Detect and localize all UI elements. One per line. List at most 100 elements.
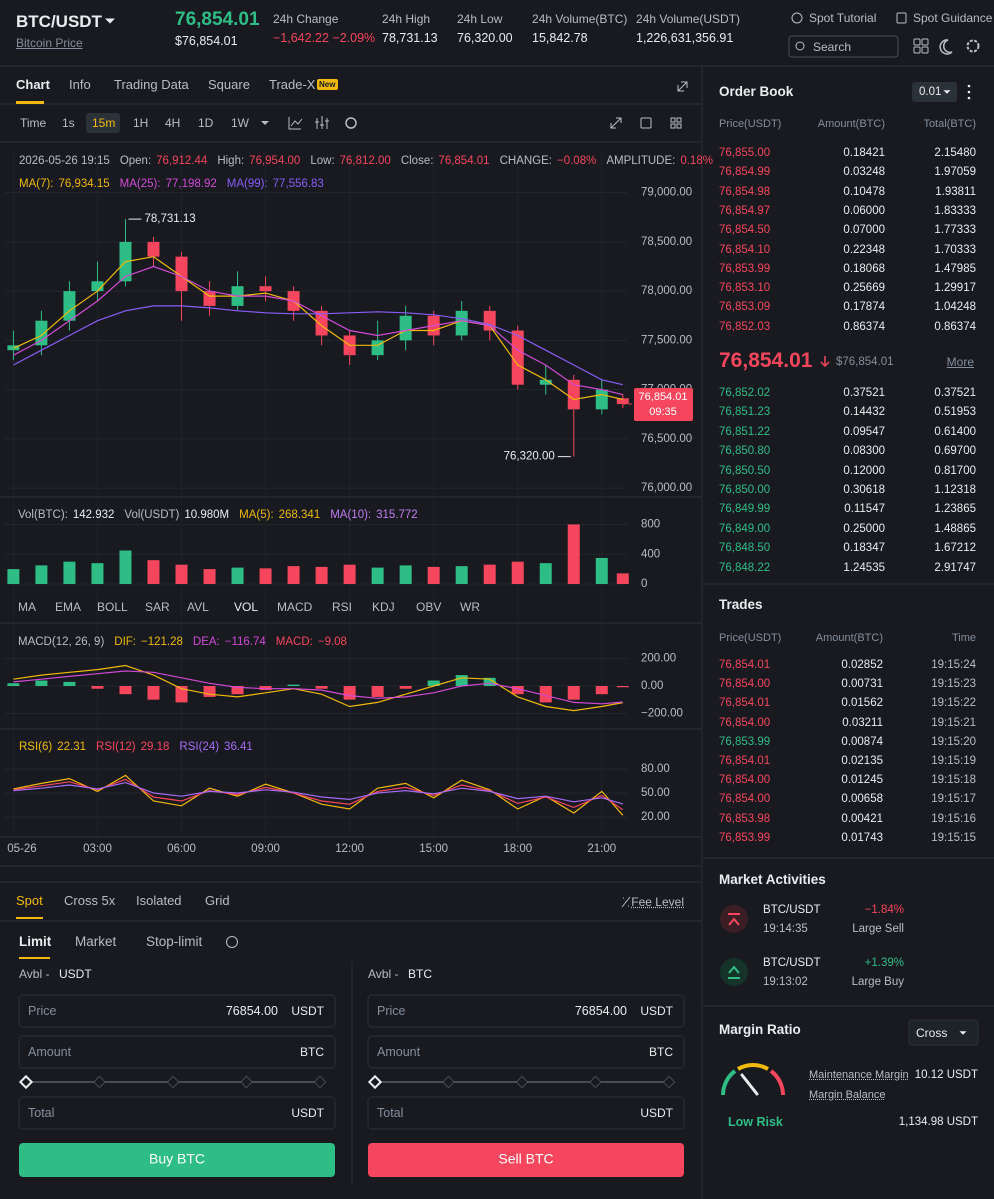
book-price[interactable]: 76,853.10 — [719, 282, 771, 295]
book-price[interactable]: 76,851.23 — [719, 406, 771, 419]
book-price[interactable]: 76,850.50 — [719, 464, 771, 477]
order-type[interactable]: Market — [75, 934, 117, 949]
indicator-tab[interactable]: RSI — [332, 600, 353, 614]
book-price[interactable]: 76,854.99 — [719, 166, 771, 179]
avbl-label: Avbl - — [368, 967, 399, 981]
chart-tab[interactable]: Trading Data — [114, 77, 189, 92]
form-tab[interactable]: Spot — [16, 893, 43, 908]
book-price[interactable]: 76,854.97 — [719, 204, 771, 217]
book-price[interactable]: 76,853.99 — [719, 262, 771, 275]
indicator-tab[interactable]: EMA — [55, 600, 82, 614]
chart-tab[interactable]: Chart — [16, 77, 50, 92]
interval[interactable]: 1s — [62, 116, 75, 130]
chart-tab[interactable]: Trade-X — [269, 77, 316, 92]
book-price[interactable]: 76,852.03 — [719, 320, 771, 333]
form-tab[interactable]: Cross 5x — [64, 893, 116, 908]
indicator-tab[interactable]: WR — [460, 600, 480, 614]
slider-step[interactable] — [166, 1075, 180, 1089]
slider-step[interactable] — [93, 1075, 106, 1089]
volume-bar — [203, 569, 216, 584]
annotation: 78,731.13 — [144, 213, 195, 225]
slider-step[interactable] — [662, 1075, 676, 1089]
mode-select[interactable] — [908, 1019, 979, 1046]
book-amount: 0.18347 — [843, 542, 885, 555]
input-field[interactable] — [367, 1096, 685, 1130]
slider-step[interactable] — [367, 1074, 383, 1090]
book-price[interactable]: 76,851.22 — [719, 425, 771, 438]
candle-body — [35, 320, 48, 346]
input-field[interactable] — [18, 1096, 336, 1130]
layout-icon[interactable] — [921, 38, 929, 46]
indicator-tab[interactable]: BOLL — [97, 600, 128, 614]
volume-bar — [231, 567, 244, 584]
order-type[interactable]: Limit — [19, 934, 52, 949]
input-field[interactable] — [18, 994, 336, 1028]
indicator-tab[interactable]: SAR — [145, 600, 170, 614]
indicator-tab[interactable]: KDJ — [372, 600, 395, 614]
chart-tab[interactable]: Square — [208, 77, 250, 92]
input-field[interactable] — [18, 1035, 336, 1069]
step-select[interactable] — [912, 82, 957, 102]
input-field[interactable] — [367, 1035, 685, 1069]
input-field[interactable] — [367, 994, 685, 1028]
indicator-tab[interactable]: AVL — [187, 600, 209, 614]
balance-label: Margin Balance — [809, 1089, 886, 1101]
indicator-tab[interactable]: MACD — [277, 600, 313, 614]
order-button[interactable] — [19, 1143, 335, 1177]
interval[interactable]: 15m — [92, 116, 116, 130]
book-price[interactable]: 76,848.22 — [719, 561, 771, 574]
indicator-value: −9.08 — [317, 636, 347, 648]
slider-step[interactable] — [240, 1075, 253, 1089]
book-price[interactable]: 76,854.98 — [719, 185, 771, 198]
form-tab[interactable]: Isolated — [136, 893, 182, 908]
book-price[interactable]: 76,854.10 — [719, 243, 771, 256]
macd-bar — [511, 686, 524, 695]
indicator-tab[interactable]: VOL — [234, 600, 259, 614]
book-price[interactable]: 76,849.99 — [719, 503, 771, 516]
order-button[interactable] — [368, 1143, 684, 1177]
book-price[interactable]: 76,853.09 — [719, 301, 771, 314]
more-link[interactable]: More — [946, 355, 974, 369]
indicator-tab[interactable]: OBV — [416, 600, 442, 614]
layout-icon[interactable] — [921, 46, 929, 54]
layout-icon[interactable] — [913, 46, 921, 54]
interval[interactable]: 1D — [198, 116, 214, 130]
book-price[interactable]: 76,850.00 — [719, 484, 771, 496]
slider-step[interactable] — [515, 1075, 529, 1089]
slider-step[interactable] — [18, 1074, 34, 1090]
pair-link[interactable]: Bitcoin Price — [16, 36, 83, 50]
interval[interactable]: Time — [20, 116, 47, 130]
interval[interactable]: 1W — [231, 116, 249, 130]
book-price[interactable]: 76,849.00 — [719, 522, 771, 535]
header-link[interactable]: Spot Tutorial — [809, 11, 877, 25]
interval[interactable]: 1H — [133, 116, 149, 130]
fee-level[interactable]: Fee Level — [631, 895, 684, 909]
y-tick-label: 77,500.00 — [641, 334, 692, 346]
book-price[interactable]: 76,848.50 — [719, 542, 771, 555]
candle-body — [63, 291, 76, 321]
volume-bar — [371, 567, 384, 584]
slider-step[interactable] — [313, 1075, 327, 1089]
slider-step[interactable] — [442, 1075, 455, 1089]
fullscreen-icon — [610, 117, 622, 129]
theme-icon[interactable] — [939, 39, 953, 55]
book-price[interactable]: 76,855.00 — [719, 147, 771, 159]
settings-icon[interactable] — [966, 39, 980, 53]
y-tick-label: 78,000.00 — [641, 285, 692, 297]
search-box[interactable] — [788, 35, 899, 58]
book-price[interactable]: 76,852.02 — [719, 387, 771, 399]
book-price[interactable]: 76,850.80 — [719, 445, 771, 458]
ohlc-value: 76,912.44 — [156, 155, 208, 167]
chart-tab[interactable]: Info — [69, 77, 91, 92]
pair[interactable]: BTC/USDT — [16, 12, 102, 31]
header-link[interactable]: Spot Guidance — [913, 11, 993, 25]
form-tab[interactable]: Grid — [205, 893, 230, 908]
order-type[interactable]: Stop-limit — [146, 934, 203, 949]
layout-icon[interactable] — [913, 38, 921, 46]
trade-time: 19:15:15 — [931, 831, 976, 844]
book-price[interactable]: 76,854.50 — [719, 224, 771, 237]
indicator-value: 268.341 — [278, 509, 321, 521]
slider-step[interactable] — [589, 1075, 602, 1089]
indicator-tab[interactable]: MA — [18, 600, 36, 614]
interval[interactable]: 4H — [165, 116, 181, 130]
